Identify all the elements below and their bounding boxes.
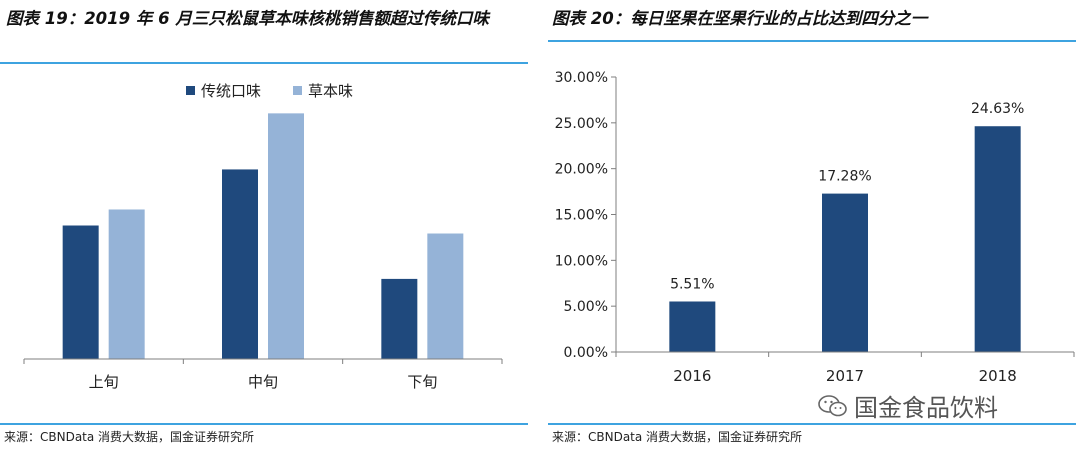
watermark-text: 国金食品饮料 (854, 394, 998, 422)
x-tick-label: 上旬 (89, 373, 119, 391)
wechat-icon (818, 394, 848, 418)
legend-label-2: 草本味 (308, 82, 353, 100)
y-tick-label: 0.00% (564, 345, 608, 361)
y-tick-label: 20.00% (555, 162, 608, 178)
bar-1-1 (62, 225, 99, 359)
left-title-rule (0, 62, 528, 64)
right-source-note: 来源：CBNData 消费大数据，国金证券研究所 (552, 430, 803, 444)
y-tick-label: 15.00% (555, 208, 608, 224)
data-label-3: 24.63% (971, 101, 1024, 117)
bar-1-2 (222, 169, 258, 359)
bar-2-3 (427, 233, 464, 359)
legend-label-1: 传统口味 (201, 82, 261, 100)
right-chart-panel: 图表 20：每日坚果在坚果行业的占比达到四分之一 0.00% 5.00% 10.00… (548, 0, 1080, 452)
right-title-rule (548, 40, 1076, 42)
right-chart-title: 图表 20：每日坚果在坚果行业的占比达到四分之一 (552, 9, 928, 28)
right-source-rule (548, 423, 1076, 425)
x-tick-label: 中旬 (248, 373, 278, 391)
bar-1 (669, 301, 716, 352)
y-tick-label: 10.00% (555, 253, 608, 269)
x-tick-label: 2018 (979, 367, 1017, 385)
bar-2-2 (268, 113, 304, 359)
legend-swatch-1 (186, 86, 195, 95)
x-tick-label: 2016 (673, 367, 711, 385)
data-label-1: 5.51% (670, 276, 714, 292)
data-label-2: 17.28% (818, 169, 871, 185)
right-chart-svg: 0.00% 5.00% 10.00% 15.00% 20.00% 25.00% 30.00%… (555, 70, 1075, 385)
left-chart-panel: 图表 19：2019 年 6 月三只松鼠草本味核桃销售额超过传统口味 传统口味 草… (0, 0, 528, 452)
y-tick-label: 5.00% (564, 299, 608, 315)
bar-1-3 (381, 278, 418, 359)
watermark: 国金食品饮料 (818, 388, 998, 423)
left-source-rule (0, 423, 528, 425)
legend-swatch-2 (293, 86, 302, 95)
x-tick-label: 下旬 (407, 373, 437, 391)
x-tick-label: 2017 (826, 367, 864, 385)
y-tick-label: 30.00% (555, 70, 608, 86)
left-chart-title: 图表 19：2019 年 6 月三只松鼠草本味核桃销售额超过传统口味 (6, 9, 489, 28)
y-tick-label: 25.00% (555, 116, 608, 132)
bar-2-1 (108, 209, 145, 359)
left-source-note: 来源：CBNData 消费大数据，国金证券研究所 (4, 430, 255, 444)
bar-2 (822, 193, 868, 352)
bar-3 (974, 126, 1021, 352)
